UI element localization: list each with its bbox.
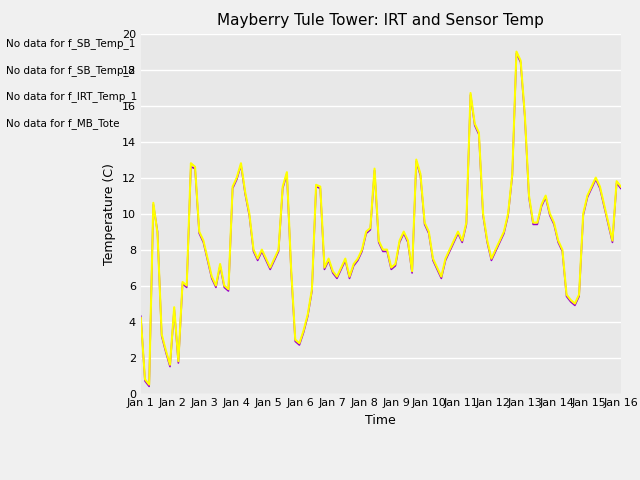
Text: No data for f_SB_Temp_1: No data for f_SB_Temp_1 xyxy=(6,38,136,49)
Text: No data for f_MB_Tote: No data for f_MB_Tote xyxy=(6,118,120,129)
Y-axis label: Temperature (C): Temperature (C) xyxy=(103,163,116,264)
Text: No data for f_IRT_Temp_1: No data for f_IRT_Temp_1 xyxy=(6,91,138,102)
X-axis label: Time: Time xyxy=(365,414,396,427)
Text: No data for f_SB_Temp_2: No data for f_SB_Temp_2 xyxy=(6,65,136,76)
Title: Mayberry Tule Tower: IRT and Sensor Temp: Mayberry Tule Tower: IRT and Sensor Temp xyxy=(218,13,544,28)
